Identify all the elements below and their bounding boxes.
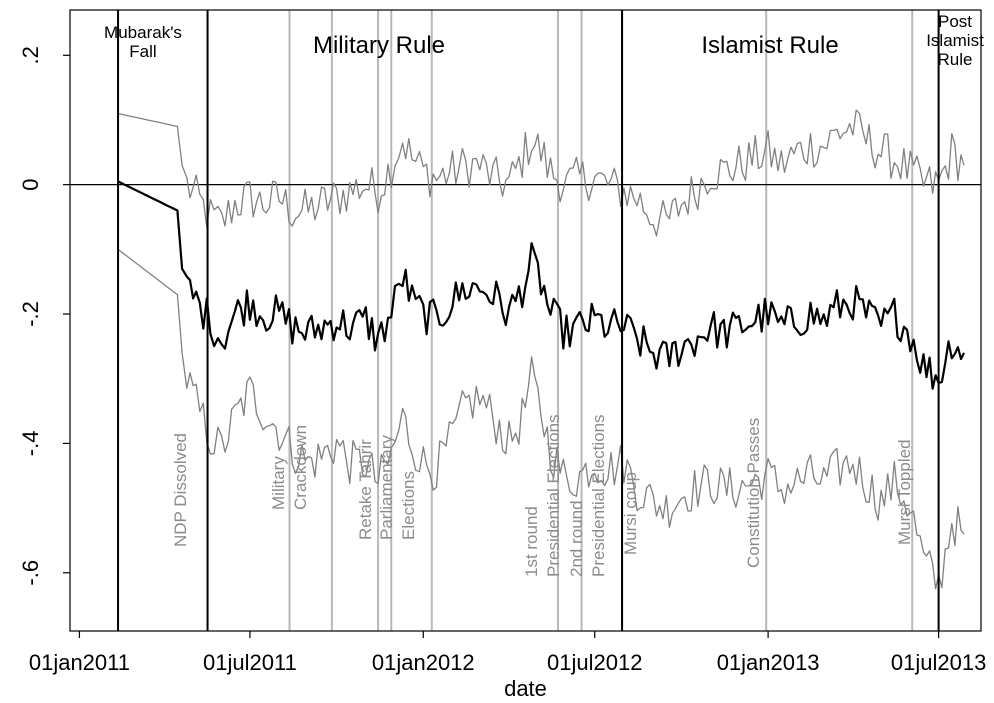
period-lines-layer (117, 10, 940, 631)
y-axis-tick-label: -.6 (18, 560, 43, 586)
x-axis-tick-label: 01jan2013 (717, 650, 820, 675)
y-axis-tick-label: -.2 (18, 301, 43, 327)
x-axis-tick-label: 01jul2013 (891, 650, 986, 675)
period-label: Mubarak's (104, 23, 182, 42)
y-axis-tick-label: .2 (18, 46, 43, 64)
event-label: Presidential Elections (589, 414, 608, 577)
event-label: Mursi coup (621, 472, 640, 555)
y-axis-tick-label: -.4 (18, 431, 43, 457)
event-label: 1st round (522, 506, 541, 577)
event-label: Parliamentary (377, 435, 396, 540)
event-label: Mursi Toppled (895, 439, 914, 545)
x-axis-tick-label: 01jan2012 (372, 650, 475, 675)
period-label: Fall (129, 42, 156, 61)
lower-bound-series-line (117, 248, 965, 590)
event-label: Presidential Elections (544, 414, 563, 577)
event-label: NDP Dissolved (171, 433, 190, 547)
period-label: Military Rule (313, 32, 445, 59)
x-axis-tick-label: 01jan2011 (29, 650, 130, 675)
event-label: Elections (399, 471, 418, 540)
plot-area-frame (69, 9, 982, 632)
series-layer (70, 109, 981, 590)
period-label: Post (938, 12, 972, 31)
event-label: 2nd round (567, 500, 586, 577)
event-label: Constitution Passes (744, 418, 763, 568)
period-label: Islamist Rule (701, 32, 838, 59)
estimate-series-line (117, 180, 965, 390)
x-axis-tick-label: 01jul2011 (203, 650, 297, 675)
axes-layer: .2 0 -.2 -.4 -.6 01jan2011 01jul2011 01jan2012 0… (18, 46, 986, 675)
x-axis-tick-label: 01jul2012 (547, 650, 642, 675)
upper-bound-series-line (117, 109, 965, 237)
period-label: Rule (938, 50, 973, 69)
event-label: Crackdown (291, 425, 310, 510)
x-axis-title: date (504, 676, 547, 701)
y-axis-tick-label: 0 (18, 179, 43, 191)
period-label: Islamist (926, 31, 984, 50)
event-label: Military (269, 456, 288, 510)
event-label: Retake Tahrir (356, 439, 375, 540)
